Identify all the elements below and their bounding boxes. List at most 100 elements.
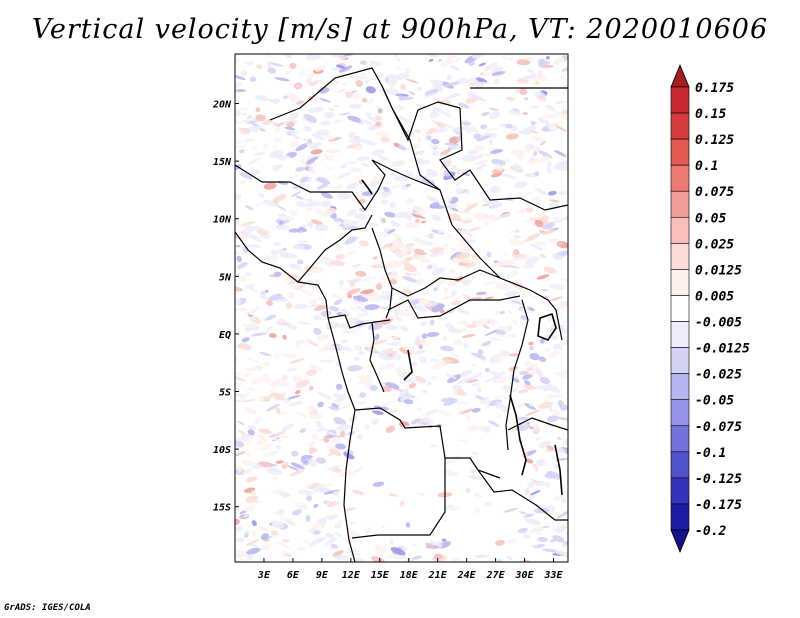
field-patch bbox=[431, 267, 446, 276]
field-patch bbox=[278, 412, 289, 416]
field-patch bbox=[463, 343, 469, 349]
field-patch bbox=[308, 441, 317, 447]
field-patch bbox=[517, 528, 529, 533]
field-patch bbox=[418, 240, 429, 243]
field-patch bbox=[429, 79, 444, 85]
field-patch bbox=[286, 216, 294, 221]
field-patch bbox=[534, 240, 546, 248]
field-patch bbox=[439, 309, 445, 314]
field-patch bbox=[335, 253, 345, 260]
field-patch bbox=[287, 465, 299, 471]
field-patch bbox=[260, 295, 269, 300]
field-patch bbox=[555, 458, 568, 461]
field-patch bbox=[270, 249, 278, 256]
field-patch bbox=[373, 73, 385, 80]
field-patch bbox=[478, 153, 493, 157]
field-patch bbox=[426, 195, 440, 204]
field-patch bbox=[323, 333, 329, 340]
field-patch bbox=[250, 122, 259, 127]
field-patch bbox=[386, 78, 398, 86]
field-patch bbox=[339, 163, 348, 169]
field-patch bbox=[249, 76, 257, 83]
field-patch bbox=[449, 64, 460, 71]
field-patch bbox=[375, 115, 383, 121]
field-patch bbox=[344, 55, 355, 58]
field-patch bbox=[248, 169, 261, 176]
field-patch bbox=[307, 73, 315, 78]
field-patch bbox=[411, 361, 418, 367]
field-patch bbox=[460, 371, 470, 377]
border-tanzania bbox=[507, 417, 568, 431]
field-patch bbox=[244, 284, 258, 293]
field-patch bbox=[324, 261, 333, 267]
field-patch bbox=[510, 149, 525, 156]
field-patch bbox=[252, 145, 258, 149]
field-patch bbox=[246, 452, 252, 458]
field-patch bbox=[346, 161, 358, 164]
field-patch bbox=[475, 555, 488, 558]
field-patch bbox=[555, 125, 567, 132]
field-patch bbox=[487, 201, 502, 209]
lake-tanganyika bbox=[509, 394, 527, 476]
field-patch bbox=[414, 375, 426, 384]
field-patch bbox=[430, 247, 445, 254]
field-patch bbox=[357, 401, 368, 405]
field-patch bbox=[391, 270, 398, 276]
field-patch bbox=[305, 142, 319, 150]
field-patch bbox=[263, 199, 276, 207]
field-patch bbox=[409, 272, 422, 277]
field-patch bbox=[267, 61, 272, 68]
colorbar-swatch bbox=[670, 164, 690, 192]
field-patch bbox=[308, 447, 318, 454]
border-zambia bbox=[477, 469, 568, 521]
field-patch bbox=[507, 368, 515, 374]
field-patch bbox=[288, 400, 304, 407]
field-patch bbox=[525, 264, 535, 269]
field-patch bbox=[552, 343, 561, 350]
field-patch bbox=[334, 519, 344, 526]
colorbar-label: 0.075 bbox=[695, 185, 734, 200]
field-patch bbox=[406, 214, 413, 221]
field-patch bbox=[446, 455, 461, 465]
field-patch bbox=[335, 64, 346, 69]
field-patch bbox=[531, 544, 538, 549]
field-patch bbox=[263, 143, 269, 149]
field-patch bbox=[284, 398, 291, 404]
field-patch bbox=[303, 114, 317, 123]
field-patch bbox=[355, 312, 369, 318]
field-patch bbox=[537, 371, 544, 377]
field-patch bbox=[515, 423, 531, 432]
field-patch bbox=[319, 98, 331, 103]
field-patch bbox=[317, 258, 333, 264]
field-patch bbox=[239, 228, 254, 234]
field-patch bbox=[475, 165, 484, 171]
field-patch bbox=[408, 382, 417, 389]
field-patch bbox=[387, 228, 396, 234]
field-patch bbox=[286, 368, 298, 371]
field-patch bbox=[497, 558, 502, 562]
field-patch bbox=[361, 343, 371, 348]
field-patch bbox=[413, 254, 425, 260]
field-patch bbox=[530, 105, 539, 109]
field-patch bbox=[394, 211, 409, 218]
field-patch bbox=[286, 323, 298, 330]
field-patch bbox=[429, 204, 445, 209]
field-patch bbox=[540, 288, 549, 292]
field-patch bbox=[521, 512, 529, 516]
field-patch bbox=[505, 387, 510, 394]
x-tick-label: 30E bbox=[515, 570, 535, 581]
field-patch bbox=[292, 186, 298, 190]
field-patch bbox=[440, 397, 455, 403]
field-patch bbox=[477, 272, 484, 276]
field-patch bbox=[257, 525, 271, 532]
field-patch bbox=[337, 345, 353, 352]
field-patch bbox=[466, 487, 471, 494]
field-patch bbox=[536, 155, 550, 164]
field-patch bbox=[271, 145, 278, 148]
field-patch bbox=[429, 113, 442, 119]
field-patch bbox=[334, 532, 343, 538]
border-nigeria-east bbox=[297, 214, 373, 283]
field-patch bbox=[513, 249, 520, 256]
field-patch bbox=[308, 80, 320, 87]
field-patch bbox=[524, 361, 538, 369]
